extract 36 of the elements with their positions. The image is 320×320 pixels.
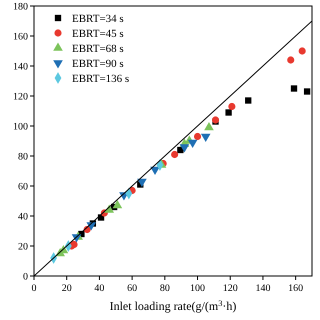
y-tick-label: 140 (13, 62, 28, 72)
legend-label: EBRT=136 s (72, 73, 130, 85)
x-tick-label: 0 (32, 283, 36, 294)
x-tick-label: 40 (94, 283, 104, 294)
point (225, 109, 232, 116)
x-tick-label: 100 (190, 283, 206, 294)
y-tick-label: 100 (13, 122, 28, 132)
x-tick-label: 60 (127, 283, 138, 294)
point (245, 97, 252, 104)
legend-label: EBRT=90 s (72, 58, 124, 70)
point (228, 102, 236, 110)
y-tick-label: 20 (18, 242, 28, 252)
point (171, 150, 178, 158)
point (112, 200, 122, 208)
point (287, 56, 294, 64)
x-axis-title: Inlet loading rate(g/(m$^{3}$·h) (110, 298, 236, 313)
legend-label: EBRT=68 s (72, 43, 124, 55)
point (194, 132, 202, 140)
point (298, 47, 306, 55)
x-tick-label: 20 (62, 283, 72, 294)
x-tick-label: 120 (222, 283, 238, 294)
x-tick-label: 160 (288, 283, 304, 294)
y-tick-label: 80 (18, 152, 28, 162)
y-tick-label: 120 (13, 92, 28, 102)
point (290, 85, 298, 92)
y-tick-label: 0 (23, 272, 28, 282)
y-tick-label: 40 (18, 212, 28, 222)
point (304, 88, 310, 95)
y-tick-label: 180 (13, 2, 28, 12)
legend-label: EBRT=45 s (72, 28, 124, 40)
y-tick-label: 60 (18, 182, 28, 192)
x-tick-label: 80 (160, 283, 170, 294)
y-tick-label: 160 (13, 32, 28, 42)
x-tick-label: 140 (255, 283, 270, 294)
legend-label: EBRT=34 s (72, 13, 124, 25)
point (204, 122, 214, 130)
